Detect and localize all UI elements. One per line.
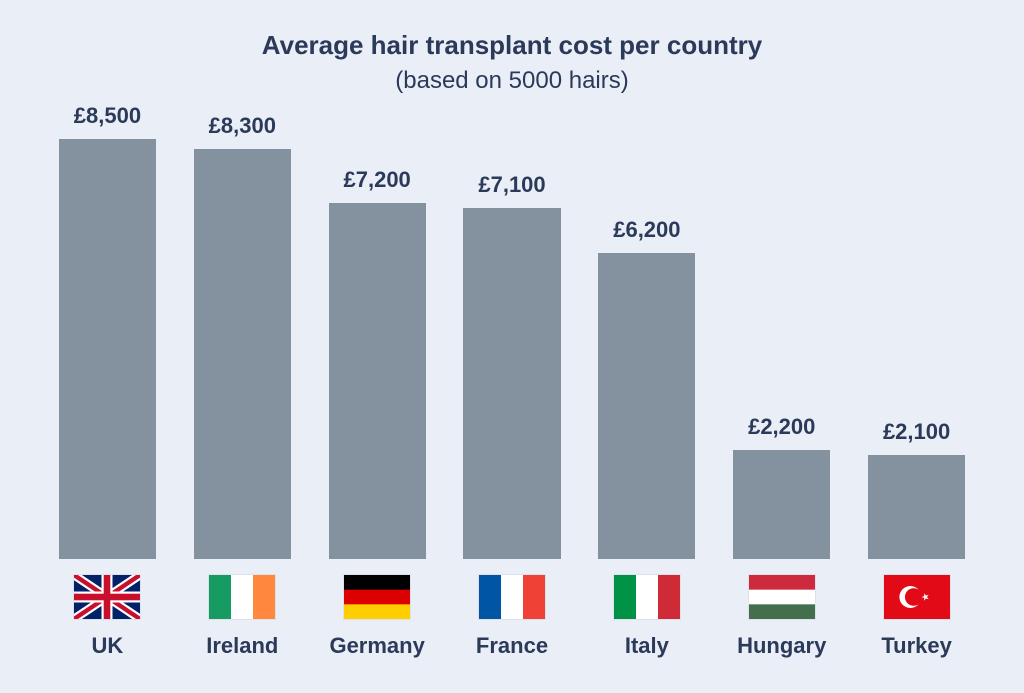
bar-column: £7,100 France <box>445 172 580 659</box>
bar-axis-label: France <box>476 633 548 659</box>
bar-value-label: £8,300 <box>209 113 276 139</box>
cost-bar-chart: Average hair transplant cost per country… <box>0 0 1024 693</box>
bar-axis-label: Ireland <box>206 633 278 659</box>
chart-subtitle: (based on 5000 hairs) <box>40 67 984 95</box>
bar <box>598 253 695 559</box>
bar-axis-label: UK <box>92 633 124 659</box>
france-flag-icon <box>479 575 545 619</box>
bar-value-label: £8,500 <box>74 103 141 129</box>
bar-axis-label: Turkey <box>881 633 952 659</box>
bar-axis-label: Hungary <box>737 633 826 659</box>
bar-axis-label: Germany <box>329 633 424 659</box>
bar <box>733 450 830 559</box>
bar <box>194 149 291 559</box>
bar-value-label: £2,200 <box>748 414 815 440</box>
bar-value-label: £2,100 <box>883 419 950 445</box>
chart-plot-area: £8,500 UK£8,300 Ireland£7,200 Germany£7,… <box>40 121 984 659</box>
bar-value-label: £7,200 <box>344 167 411 193</box>
italy-flag-icon <box>614 575 680 619</box>
uk-flag-icon <box>74 575 140 619</box>
bar-value-label: £6,200 <box>613 217 680 243</box>
bar-column: £6,200 Italy <box>579 217 714 659</box>
turkey-flag-icon <box>884 575 950 619</box>
bar-value-label: £7,100 <box>478 172 545 198</box>
hungary-flag-icon <box>749 575 815 619</box>
bar <box>329 203 426 559</box>
bar-axis-label: Italy <box>625 633 669 659</box>
bar-column: £8,500 UK <box>40 103 175 659</box>
chart-titles: Average hair transplant cost per country… <box>40 30 984 95</box>
bar-column: £2,100 Turkey <box>849 419 984 659</box>
bar <box>59 139 156 559</box>
bar <box>463 208 560 559</box>
bar <box>868 455 965 559</box>
germany-flag-icon <box>344 575 410 619</box>
bar-column: £7,200 Germany <box>310 167 445 659</box>
ireland-flag-icon <box>209 575 275 619</box>
bar-column: £2,200 Hungary <box>714 414 849 659</box>
bar-column: £8,300 Ireland <box>175 113 310 659</box>
chart-title: Average hair transplant cost per country <box>40 30 984 61</box>
